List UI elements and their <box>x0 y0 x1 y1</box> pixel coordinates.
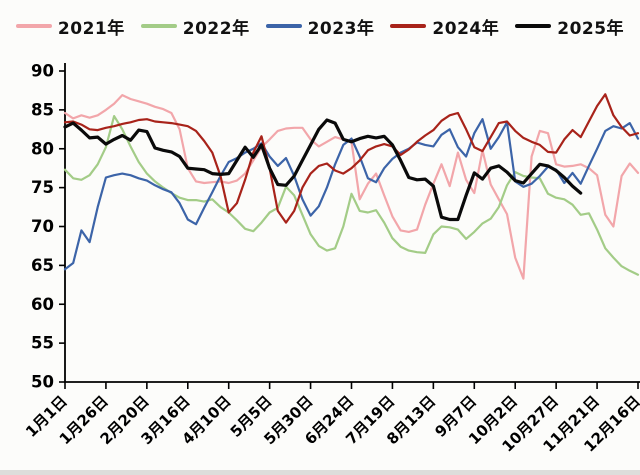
series-line-2023年 <box>63 118 640 271</box>
legend-swatch-icon <box>390 24 427 28</box>
legend-item-2024年: 2024年 <box>390 14 499 39</box>
series-line-2021年 <box>63 93 640 280</box>
y-axis-label: 80 <box>31 139 54 158</box>
series-line-2022年 <box>63 114 640 276</box>
legend-label: 2023年 <box>307 18 375 39</box>
y-axis-label: 70 <box>31 217 54 236</box>
y-axis-label: 85 <box>31 100 54 119</box>
y-axis-label: 75 <box>31 178 54 197</box>
bottom-edge-strip <box>0 470 640 475</box>
legend-label: 2021年 <box>57 18 125 39</box>
legend-label: 2024年 <box>432 18 500 39</box>
series-line-2024年 <box>63 93 640 224</box>
legend-label: 2025年 <box>557 18 625 39</box>
legend-swatch-icon <box>140 24 177 28</box>
series-line-2025年 <box>63 118 583 222</box>
y-axis-label: 55 <box>31 334 54 353</box>
legend-item-2023年: 2023年 <box>265 14 375 39</box>
legend-swatch-icon <box>515 24 552 28</box>
y-axis-label: 90 <box>31 62 54 81</box>
legend-item-2021年: 2021年 <box>15 14 125 39</box>
line-chart: 9085807570656055501月1日1月26日2月20日3月16日4月1… <box>22 62 640 456</box>
legend-swatch-icon <box>265 24 302 28</box>
y-axis-label: 50 <box>31 373 54 392</box>
chart-legend: 2021年 2022年 2023年 2024年 2025年 <box>0 8 640 44</box>
legend-item-2025年: 2025年 <box>515 14 624 39</box>
axis-lines <box>64 63 640 383</box>
legend-swatch-icon <box>15 24 52 28</box>
legend-label: 2022年 <box>182 18 250 39</box>
y-axis-label: 60 <box>31 295 54 314</box>
y-axis-label: 65 <box>31 256 54 275</box>
legend-item-2022年: 2022年 <box>140 14 250 39</box>
